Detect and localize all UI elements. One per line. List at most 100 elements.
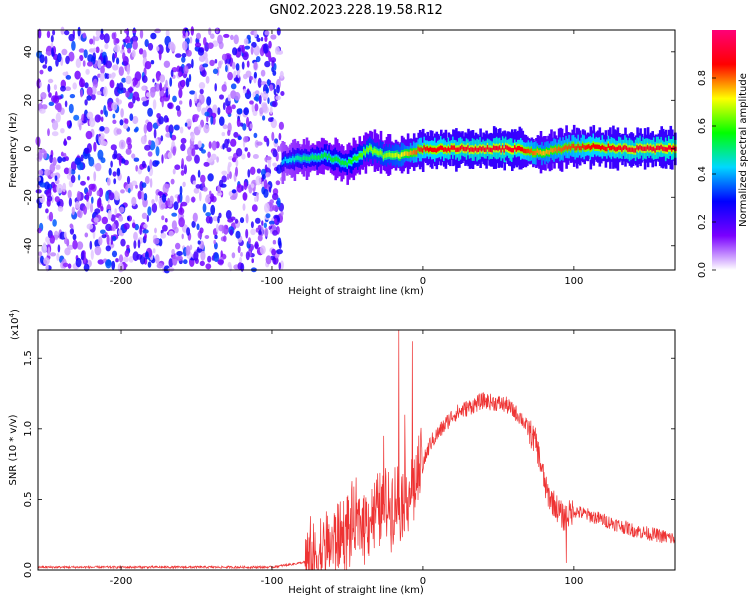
noise-speckle (164, 153, 168, 160)
ridge-cell (479, 146, 482, 151)
noise-speckle (94, 208, 101, 214)
noise-speckle (175, 53, 182, 58)
ridge-cell (322, 154, 325, 159)
noise-speckle (198, 82, 206, 90)
noise-speckle (63, 167, 70, 175)
ridge-cell (456, 147, 460, 152)
colorbar-tick-label: 0.4 (697, 166, 708, 182)
ridge-cell (465, 146, 469, 152)
noise-speckle (137, 190, 143, 200)
ridge-cell (344, 160, 348, 166)
noise-speckle (107, 209, 112, 220)
noise-speckle (269, 84, 274, 92)
ridge-cell (503, 148, 506, 153)
noise-speckle (45, 208, 49, 214)
noise-speckle (272, 70, 277, 76)
noise-speckle (46, 30, 51, 39)
ridge-cell (369, 145, 372, 150)
noise-speckle (194, 42, 202, 48)
noise-speckle (128, 256, 134, 263)
noise-speckle (256, 168, 261, 174)
ridge-cell (511, 148, 514, 153)
x-tick-label: -200 (110, 276, 133, 287)
noise-speckle (39, 194, 45, 204)
noise-speckle (192, 180, 197, 185)
noise-speckle (259, 245, 266, 255)
noise-speckle (265, 156, 272, 161)
noise-speckle (263, 222, 267, 229)
noise-speckle (113, 44, 121, 53)
ridge-cell (298, 155, 301, 161)
noise-speckle (200, 174, 206, 183)
noise-speckle (68, 197, 72, 207)
noise-speckle (196, 248, 203, 253)
noise-speckle (189, 98, 192, 108)
noise-speckle (45, 51, 52, 56)
ridge-cell (601, 144, 605, 150)
noise-speckle (88, 188, 92, 197)
ridge-cell (672, 145, 676, 150)
noise-speckle (276, 84, 280, 94)
noise-speckle (156, 74, 160, 82)
ridge-cell (639, 145, 642, 150)
noise-speckle (113, 149, 118, 159)
noise-speckle (96, 190, 101, 197)
spectrogram-noise-region (35, 26, 285, 274)
noise-speckle (243, 136, 249, 143)
ridge-cell (663, 146, 666, 152)
ridge-cell (666, 147, 670, 152)
noise-speckle (177, 194, 181, 204)
noise-speckle (40, 255, 44, 264)
ridge-cell (562, 146, 565, 152)
ridge-cell (299, 156, 303, 162)
ridge-cell (387, 152, 390, 158)
noise-speckle (243, 38, 249, 45)
noise-speckle (90, 249, 94, 260)
noise-speckle (239, 108, 243, 114)
noise-speckle (112, 64, 119, 71)
ridge-cell (390, 153, 393, 158)
noise-speckle (251, 258, 254, 264)
noise-speckle (251, 41, 257, 48)
noise-speckle (239, 256, 243, 264)
colorbar-tick-label: 0.6 (697, 118, 708, 134)
ridge-cell (603, 145, 606, 151)
ridge-cell (634, 148, 638, 153)
ridge-cell (500, 148, 503, 153)
noise-speckle (97, 149, 104, 160)
ridge-cell (381, 151, 384, 156)
noise-speckle (56, 183, 63, 194)
noise-speckle (126, 244, 130, 249)
ridge-cell (325, 153, 328, 158)
ridge-cell (568, 144, 571, 149)
ridge-cell (307, 156, 310, 161)
noise-speckle (56, 102, 62, 113)
noise-speckle (176, 255, 183, 261)
noise-speckle (63, 138, 67, 147)
ridge-cell (409, 150, 413, 155)
noise-speckle (230, 34, 234, 41)
ridge-cell (514, 145, 517, 150)
noise-speckle (264, 227, 269, 237)
noise-speckle (262, 174, 266, 180)
ridge-cell (483, 147, 487, 152)
ridge-cell (660, 144, 663, 150)
noise-speckle (139, 29, 144, 39)
noise-speckle (208, 141, 212, 149)
noise-speckle (253, 71, 257, 79)
ridge-cell (631, 147, 635, 152)
noise-speckle (149, 159, 153, 170)
noise-speckle (181, 158, 185, 168)
noise-speckle (100, 157, 106, 164)
noise-speckle (97, 59, 102, 69)
ridge-cell (550, 147, 553, 152)
noise-speckle (250, 228, 256, 236)
noise-speckle (77, 174, 81, 181)
ridge-cell (654, 148, 657, 153)
noise-speckle (261, 226, 264, 237)
noise-speckle (106, 73, 110, 80)
y-tick-label: 0 (23, 146, 34, 152)
noise-speckle (167, 151, 173, 159)
noise-speckle (219, 116, 225, 126)
ridge-cell (437, 147, 440, 152)
